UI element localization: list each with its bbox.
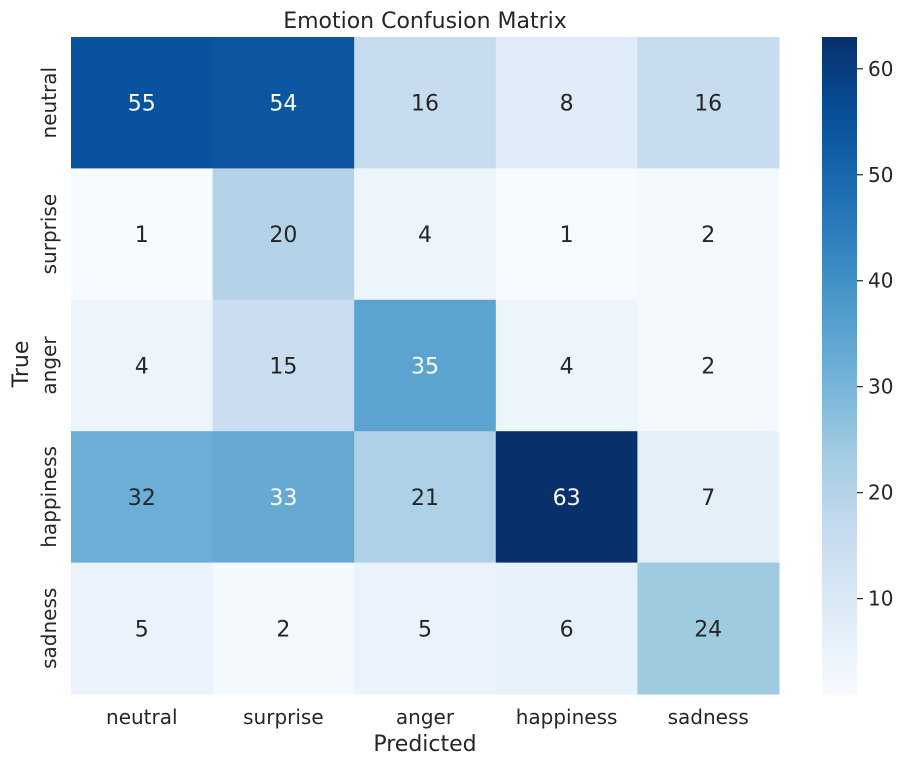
y-tick-labels: neutral surprise anger happiness sadness [37, 67, 61, 669]
cell-value-label: 4 [418, 223, 432, 248]
cell-value-label: 15 [269, 355, 297, 380]
heatmap-cell [495, 37, 638, 169]
cell-value-label: 24 [694, 617, 722, 642]
cell-value-label: 2 [276, 617, 290, 642]
heatmap-cell [637, 168, 780, 301]
heatmap-cell [212, 299, 355, 432]
cell-value-label: 4 [135, 355, 149, 380]
heatmap-cell [354, 299, 497, 432]
colorbar: 10 20 30 40 50 60 [822, 37, 893, 694]
cell-value-label: 2 [701, 223, 715, 248]
cell-value-label: 4 [560, 355, 574, 380]
cell-value-label: 54 [269, 92, 297, 117]
cell-value-label: 33 [269, 486, 297, 511]
heatmap-cell [495, 299, 638, 432]
x-tick-label: surprise [243, 705, 324, 729]
x-tick-label: anger [396, 705, 455, 729]
cell-value-label: 7 [701, 486, 715, 511]
colorbar-tick-label: 50 [868, 163, 893, 187]
x-tick-label: happiness [516, 705, 618, 729]
cell-value-label: 8 [560, 92, 574, 117]
heatmap-cell [354, 562, 497, 695]
colorbar-tick-label: 40 [868, 269, 893, 293]
heatmap-cell [637, 299, 780, 432]
heatmap-cell [637, 562, 780, 695]
heatmap-cell [71, 431, 214, 564]
cell-value-label: 1 [560, 223, 574, 248]
y-axis-label: True [9, 341, 34, 389]
cell-value-label: 55 [128, 92, 156, 117]
heatmap-cell [354, 431, 497, 564]
cell-value-label: 1 [135, 223, 149, 248]
heatmap-cell [71, 562, 214, 695]
cell-value-label: 6 [560, 617, 574, 642]
heatmap-cell [212, 562, 355, 695]
cell-value-label: 35 [411, 355, 439, 380]
heatmap-cell [637, 37, 780, 169]
heatmap-cell [354, 168, 497, 301]
y-tick-label: anger [37, 336, 61, 395]
y-tick-label: neutral [37, 67, 61, 139]
x-tick-label: neutral [106, 705, 178, 729]
heatmap-cell [71, 37, 214, 169]
colorbar-tick-label: 10 [868, 587, 893, 611]
cell-value-label: 20 [269, 223, 297, 248]
heatmap-cell [71, 299, 214, 432]
cell-value-label: 5 [418, 617, 432, 642]
colorbar-tick-label: 20 [868, 481, 893, 505]
heatmap-cell [495, 168, 638, 301]
heatmap-cell [212, 37, 355, 169]
heatmap-cell [354, 37, 497, 169]
x-axis-label: Predicted [373, 732, 476, 757]
x-tick-labels: neutral surprise anger happiness sadness [106, 705, 749, 729]
chart-title: Emotion Confusion Matrix [283, 9, 567, 34]
heatmap-cell [71, 168, 214, 301]
y-tick-label: happiness [37, 446, 61, 548]
cell-value-label: 32 [128, 486, 156, 511]
y-tick-label: sadness [37, 588, 61, 669]
cell-value-label: 5 [135, 617, 149, 642]
cell-value-label: 21 [411, 486, 439, 511]
colorbar-gradient [822, 37, 857, 694]
heatmap-cell [212, 168, 355, 301]
cell-value-label: 16 [411, 92, 439, 117]
cell-value-label: 16 [694, 92, 722, 117]
colorbar-tick-label: 30 [868, 375, 893, 399]
cell-value-label: 63 [553, 486, 581, 511]
x-tick-label: sadness [668, 705, 749, 729]
heatmap-cells [71, 37, 780, 695]
heatmap-cell [495, 562, 638, 695]
heatmap-cell [495, 431, 638, 564]
heatmap-cell [637, 431, 780, 564]
cell-value-label: 2 [701, 355, 715, 380]
y-tick-label: surprise [37, 194, 61, 275]
heatmap-cell [212, 431, 355, 564]
heatmap-cell-labels: 55 54 16 8 161 20 4 1 24 15 35 4 232 33 21 63 75 2 5 6 24 [128, 92, 722, 643]
colorbar-tick-label: 60 [868, 57, 893, 81]
